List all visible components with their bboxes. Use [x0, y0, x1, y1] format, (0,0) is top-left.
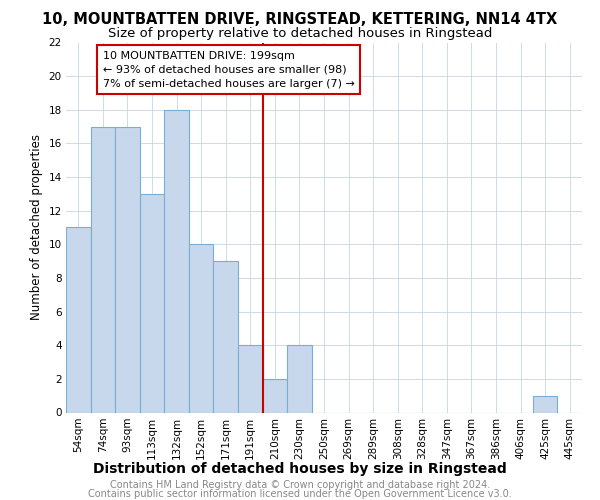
Bar — [189, 244, 214, 412]
Text: Distribution of detached houses by size in Ringstead: Distribution of detached houses by size … — [93, 462, 507, 476]
Bar — [164, 110, 189, 412]
Bar — [115, 126, 140, 412]
Bar — [91, 126, 115, 412]
Bar — [263, 379, 287, 412]
Bar — [66, 228, 91, 412]
Bar — [140, 194, 164, 412]
Bar — [214, 261, 238, 412]
Text: Contains HM Land Registry data © Crown copyright and database right 2024.: Contains HM Land Registry data © Crown c… — [110, 480, 490, 490]
Text: Size of property relative to detached houses in Ringstead: Size of property relative to detached ho… — [108, 28, 492, 40]
Y-axis label: Number of detached properties: Number of detached properties — [30, 134, 43, 320]
Text: 10, MOUNTBATTEN DRIVE, RINGSTEAD, KETTERING, NN14 4TX: 10, MOUNTBATTEN DRIVE, RINGSTEAD, KETTER… — [43, 12, 557, 28]
Text: Contains public sector information licensed under the Open Government Licence v3: Contains public sector information licen… — [88, 489, 512, 499]
Bar — [533, 396, 557, 412]
Bar — [287, 345, 312, 412]
Bar — [238, 345, 263, 412]
Text: 10 MOUNTBATTEN DRIVE: 199sqm
← 93% of detached houses are smaller (98)
7% of sem: 10 MOUNTBATTEN DRIVE: 199sqm ← 93% of de… — [103, 51, 355, 89]
